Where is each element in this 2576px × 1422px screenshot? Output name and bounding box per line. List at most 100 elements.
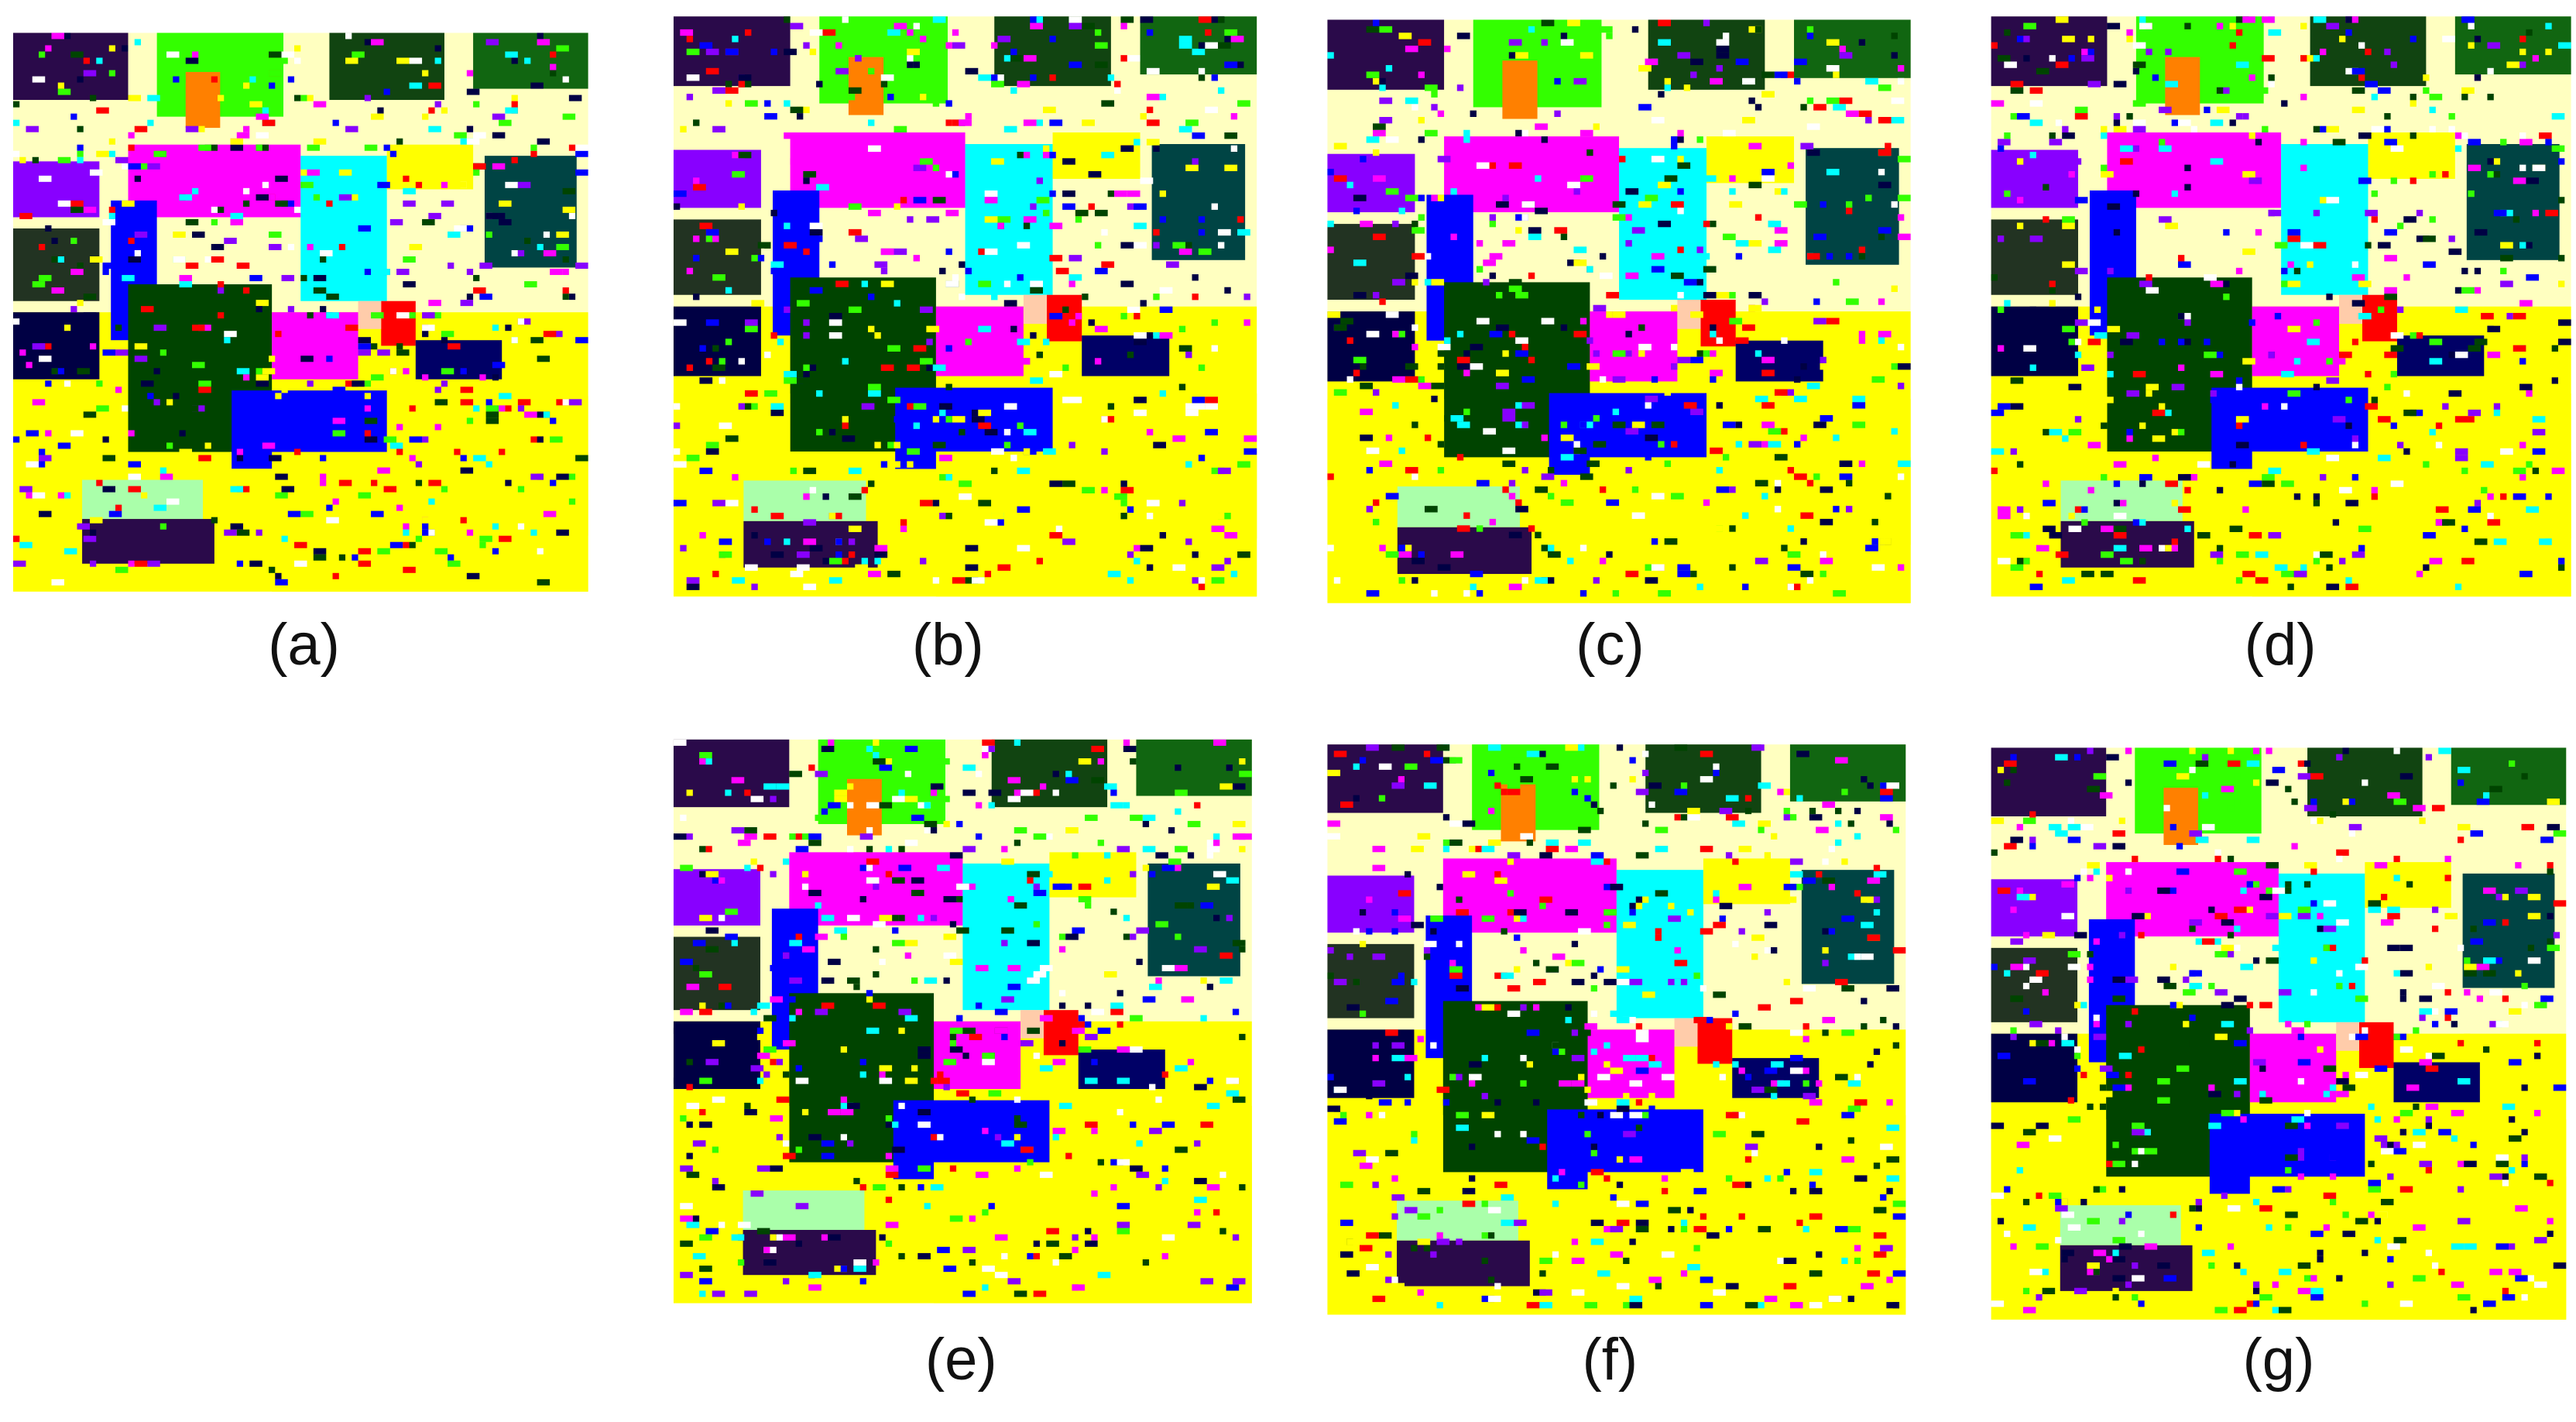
map-noise	[866, 745, 873, 752]
map-noise	[699, 345, 706, 352]
map-noise	[1783, 978, 1790, 986]
map-noise	[943, 933, 957, 940]
map-noise	[2336, 855, 2343, 863]
map-noise	[1560, 499, 1574, 507]
map-noise	[1835, 1073, 1848, 1080]
map-noise	[2468, 345, 2482, 352]
map-noise	[1599, 486, 1607, 493]
map-noise	[1661, 1073, 1675, 1080]
map-noise	[868, 119, 875, 126]
map-noise	[1847, 1225, 1861, 1233]
map-noise	[789, 977, 802, 984]
map-noise	[2345, 29, 2352, 36]
map-noise	[2195, 938, 2202, 945]
map-noise	[1463, 512, 1470, 519]
map-noise	[320, 455, 327, 462]
map-noise	[1424, 506, 1438, 513]
map-noise	[358, 548, 372, 555]
map-noise	[2004, 61, 2017, 68]
map-noise	[473, 275, 480, 282]
map-noise	[1803, 1023, 1809, 1030]
map-noise	[975, 964, 989, 972]
map-noise	[1424, 129, 1438, 137]
map-noise	[1559, 1169, 1566, 1176]
map-noise	[965, 113, 972, 120]
map-noise	[1514, 763, 1521, 770]
map-noise	[2406, 881, 2413, 888]
map-noise	[924, 820, 938, 828]
map-noise	[1612, 421, 1626, 428]
map-noise	[575, 169, 588, 176]
map-noise	[2223, 280, 2230, 287]
map-noise	[1418, 551, 1425, 558]
map-noise	[2365, 403, 2378, 410]
map-noise	[956, 883, 969, 890]
map-noise	[1502, 240, 1516, 247]
map-noise	[2489, 785, 2502, 792]
map-noise	[1664, 389, 1671, 396]
map-noise	[1134, 338, 1147, 345]
map-noise	[2262, 480, 2275, 487]
map-noise	[1017, 435, 1024, 442]
map-noise	[2132, 119, 2146, 126]
map-noise	[822, 29, 836, 36]
map-noise	[2120, 338, 2133, 345]
map-region	[1397, 486, 1520, 527]
map-noise	[1431, 91, 1438, 98]
map-noise	[1198, 74, 1206, 81]
map-noise	[885, 1115, 893, 1122]
map-noise	[1861, 776, 1868, 783]
map-noise	[789, 771, 802, 778]
map-noise	[1794, 376, 1801, 383]
map-noise	[2461, 287, 2475, 294]
map-noise	[885, 1165, 899, 1172]
map-noise	[383, 436, 397, 443]
map-noise	[1175, 1065, 1188, 1072]
map-noise	[2481, 461, 2494, 468]
map-noise	[2419, 817, 2426, 824]
map-noise	[2048, 1039, 2056, 1047]
map-noise	[2493, 538, 2507, 545]
map-noise	[815, 902, 822, 909]
map-noise	[982, 1266, 995, 1273]
map-noise	[2163, 760, 2176, 768]
map-noise	[441, 337, 448, 344]
map-noise	[1230, 570, 1238, 578]
map-noise	[803, 332, 810, 339]
map-noise	[1442, 814, 1450, 821]
map-noise	[2221, 1021, 2235, 1028]
map-noise	[537, 33, 544, 40]
map-noise	[1571, 960, 1585, 967]
map-noise	[1417, 833, 1431, 840]
map-noise	[2285, 887, 2292, 895]
map-noise	[828, 958, 841, 965]
map-noise	[1735, 421, 1743, 428]
map-noise	[2500, 267, 2507, 275]
map-noise	[2500, 139, 2507, 146]
map-noise	[686, 1221, 700, 1228]
map-noise	[943, 1084, 950, 1091]
map-noise	[1068, 274, 1082, 281]
map-noise	[1580, 318, 1587, 325]
map-noise	[783, 1140, 790, 1147]
map-noise	[1635, 1200, 1649, 1207]
map-noise	[1885, 143, 1892, 149]
map-noise	[1716, 45, 1730, 53]
map-noise	[1366, 896, 1373, 903]
map-noise	[1456, 84, 1464, 91]
map-noise	[763, 1046, 777, 1053]
map-noise	[1515, 52, 1528, 59]
map-noise	[1514, 966, 1521, 973]
map-noise	[1372, 864, 1386, 871]
map-noise	[1820, 201, 1827, 208]
map-noise	[1800, 363, 1807, 370]
map-noise	[1411, 227, 1425, 234]
map-noise	[89, 169, 103, 176]
map-noise	[965, 564, 979, 571]
map-noise	[1417, 1289, 1424, 1296]
map-noise	[1373, 129, 1386, 137]
map-noise	[763, 783, 777, 790]
map-noise	[2464, 1160, 2477, 1167]
map-noise	[313, 194, 321, 201]
map-noise	[1826, 65, 1840, 72]
